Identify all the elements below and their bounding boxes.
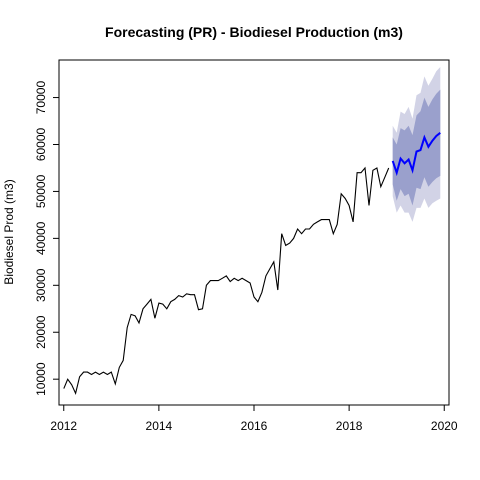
x-tick-label: 2012 (50, 419, 77, 433)
x-axis: 2012 2014 2016 2018 2020 (50, 404, 458, 433)
y-axis-label: Biodiesel Prod (m3) (2, 179, 16, 284)
confidence-band-80-layer (392, 89, 441, 206)
y-axis: 10000 20000 30000 40000 50000 60000 70000 (34, 81, 60, 396)
x-tick-label: 2018 (336, 419, 363, 433)
x-tick-label: 2016 (241, 419, 268, 433)
y-tick-label: 10000 (34, 362, 48, 396)
y-tick-label: 30000 (34, 268, 48, 302)
y-tick-label: 40000 (34, 221, 48, 255)
forecast-series-line (391, 132, 441, 177)
series-lines-layer (63, 132, 441, 395)
confidence-band-80 (392, 89, 441, 206)
x-tick-label: 2014 (146, 419, 173, 433)
x-tick-label: 2020 (431, 419, 458, 433)
y-tick-label: 70000 (34, 81, 48, 115)
y-tick-label: 50000 (34, 174, 48, 208)
historical-series-line (63, 166, 390, 395)
y-tick-label: 60000 (34, 127, 48, 161)
y-tick-label: 20000 (34, 315, 48, 349)
chart-title: Forecasting (PR) - Biodiesel Production … (105, 24, 403, 40)
